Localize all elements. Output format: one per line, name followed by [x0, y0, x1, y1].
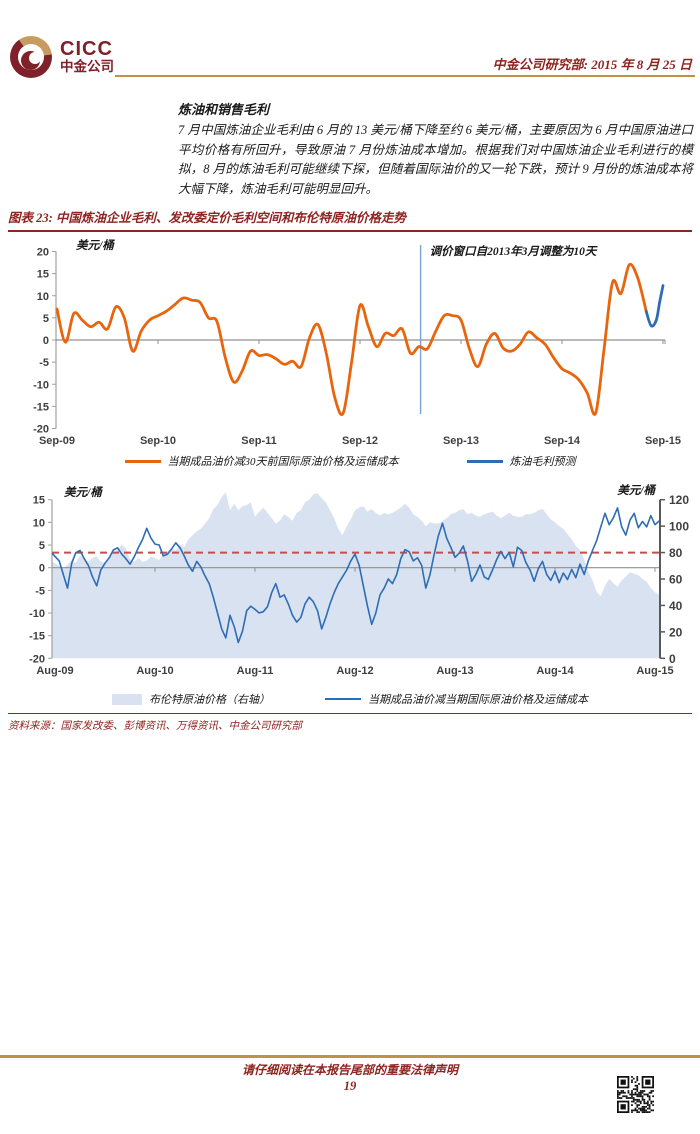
left-y-tick-label: -15 — [29, 631, 45, 643]
header-rule — [115, 75, 695, 77]
y-tick-label: 20 — [37, 247, 49, 259]
legend-label: 当期成品油价减当期国际原油价格及运储成本 — [368, 694, 588, 706]
legend-item-current-margin: 当期成品油价减30天前国际原油价格及运储成本 — [124, 453, 399, 469]
x-tick-label: Aug-12 — [336, 665, 373, 677]
source-note: 资料来源：国家发改委、彭博资讯、万得资讯、中金公司研究部 — [8, 713, 692, 733]
brand-text: CICC 中金公司 — [60, 39, 114, 74]
chart2-legend: 布伦特原油价格（右轴） 当期成品油价减当期国际原油价格及运储成本 — [0, 691, 700, 707]
figure-caption: 图表 23: 中国炼油企业毛利、发改委定价毛利空间和布伦特原油价格走势 — [8, 207, 692, 232]
left-y-tick-label: 0 — [39, 563, 45, 575]
cicc-logo-icon — [10, 36, 52, 78]
footer-rule — [0, 1055, 700, 1058]
legend-item-forecast: 炼油毛利预测 — [466, 453, 576, 469]
x-tick-label: Sep-10 — [140, 435, 176, 447]
right-y-tick-label: 100 — [669, 520, 689, 534]
right-y-tick-label: 20 — [669, 625, 683, 639]
y-tick-label: 5 — [43, 313, 49, 325]
annotation-text: 调价窗口自2013年3月调整为10天 — [430, 245, 598, 258]
legend-label: 炼油毛利预测 — [509, 456, 576, 468]
left-y-tick-label: -10 — [29, 608, 45, 620]
legend-label: 布伦特原油价格（右轴） — [149, 694, 270, 706]
margin-forecast-line — [644, 284, 665, 328]
page-number: 19 — [343, 1079, 357, 1093]
legend-item-current-spread: 当期成品油价减当期国际原油价格及运储成本 — [325, 691, 588, 707]
blue-line-swatch — [325, 698, 361, 700]
left-y-tick-label: 5 — [39, 540, 45, 552]
legend-label: 当期成品油价减30天前国际原油价格及运储成本 — [167, 456, 399, 468]
right-y-tick-label: 80 — [669, 546, 683, 560]
y-tick-label: -10 — [33, 379, 49, 391]
right-y-tick-label: 60 — [669, 573, 683, 587]
body-paragraph: 7 月中国炼油企业毛利由 6 月的 13 美元/桶下降至约 6 美元/桶，主要原… — [178, 123, 693, 196]
left-y-tick-label: 10 — [33, 517, 45, 529]
section-title: 炼油和销售毛利 — [178, 102, 270, 117]
cicc-logo: CICC 中金公司 — [10, 36, 114, 78]
x-tick-label: Sep-15 — [645, 435, 681, 447]
current-margin-line — [55, 262, 648, 416]
right-y-tick-label: 0 — [669, 652, 676, 666]
qr-code-icon — [617, 1076, 654, 1113]
right-y-tick-label: 120 — [669, 493, 689, 507]
left-y-axis-title: 美元/桶 — [64, 486, 103, 499]
y-axis-title: 美元/桶 — [76, 239, 115, 252]
x-tick-label: Aug-09 — [36, 665, 73, 677]
brent-price-area — [52, 492, 660, 659]
left-y-tick-label: 15 — [33, 495, 45, 507]
left-y-tick-label: -20 — [29, 653, 45, 665]
x-tick-label: Aug-14 — [536, 665, 574, 677]
current-spread-line — [51, 507, 660, 644]
area-swatch — [112, 693, 142, 705]
y-tick-label: 0 — [43, 335, 49, 347]
x-tick-label: Aug-15 — [636, 665, 673, 677]
x-tick-label: Sep-09 — [39, 435, 75, 447]
orange-line-swatch — [124, 459, 161, 463]
x-tick-label: Sep-14 — [544, 435, 581, 447]
x-tick-label: Sep-12 — [342, 435, 378, 447]
blue-line-swatch — [466, 459, 503, 463]
chart1-legend: 当期成品油价减30天前国际原油价格及运储成本 炼油毛利预测 — [0, 453, 700, 469]
x-tick-label: Aug-10 — [136, 665, 173, 677]
y-tick-label: -5 — [39, 357, 49, 369]
y-tick-label: 15 — [37, 269, 49, 281]
right-y-axis-title: 美元/桶 — [617, 484, 656, 497]
x-tick-label: Sep-13 — [443, 435, 479, 447]
right-y-tick-label: 40 — [669, 599, 683, 613]
refining-margin-chart: 20 15 10 5 0 -5 -10 -15 -20 美元/桶 Sep-09 Sep-10 Sep-1… — [33, 239, 681, 447]
y-tick-label: -20 — [33, 424, 49, 436]
y-tick-label: 10 — [37, 291, 49, 303]
brand-acronym: CICC — [60, 38, 113, 61]
left-y-tick-label: -5 — [35, 585, 45, 597]
brand-name: 中金公司 — [60, 59, 114, 75]
y-tick-label: -15 — [33, 401, 49, 413]
legal-notice: 请仔细阅读在本报告尾部的重要法律声明 — [241, 1063, 458, 1077]
x-tick-label: Aug-13 — [436, 665, 473, 677]
research-dept-date: 中金公司研究部: 2015 年 8 月 25 日 — [492, 57, 692, 72]
brent-price-margin-chart: 15 10 5 0 -5 -10 -15 -20 美元/桶 120 100 80 60 40 20 0 美元/桶… — [29, 484, 689, 677]
x-tick-label: Sep-11 — [241, 435, 276, 447]
x-tick-label: Aug-11 — [237, 665, 274, 677]
legend-item-brent: 布伦特原油价格（右轴） — [112, 691, 270, 707]
